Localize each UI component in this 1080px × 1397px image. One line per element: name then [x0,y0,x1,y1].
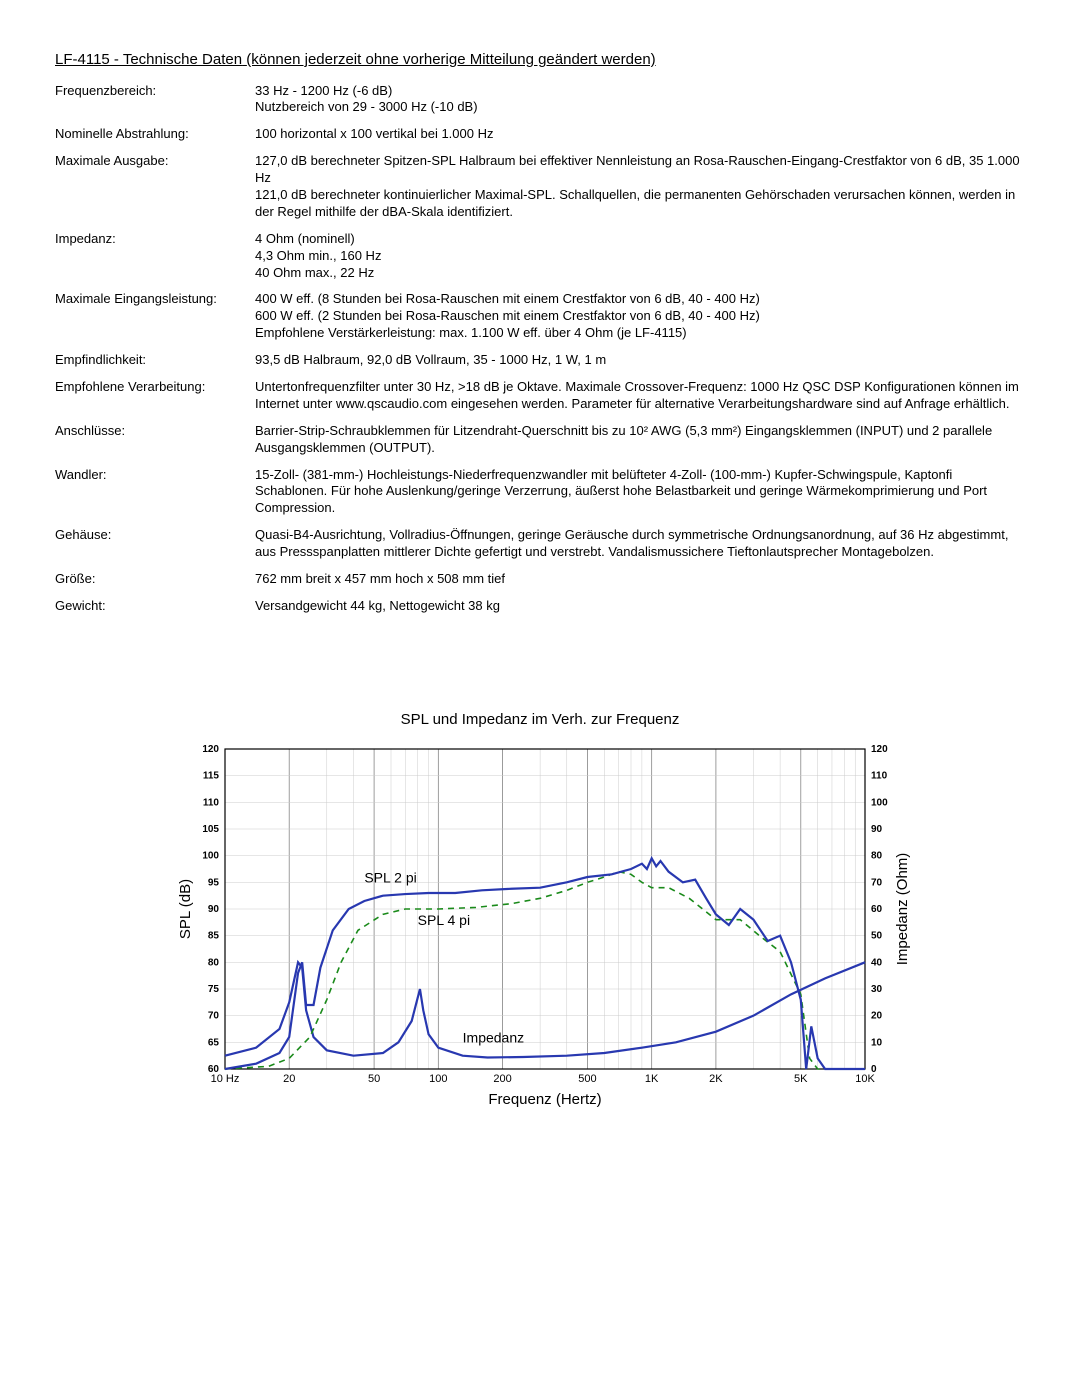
spec-value: 762 mm breit x 457 mm hoch x 508 mm tief [255,566,1025,593]
spec-row: Anschlüsse:Barrier-Strip-Schraubklemmen … [55,418,1025,462]
svg-text:20: 20 [871,1011,883,1022]
spec-row: Empfindlichkeit:93,5 dB Halbraum, 92,0 d… [55,347,1025,374]
svg-text:90: 90 [871,824,883,835]
svg-text:75: 75 [208,984,220,995]
svg-text:200: 200 [493,1073,511,1085]
spec-value: 4 Ohm (nominell) 4,3 Ohm min., 160 Hz 40… [255,226,1025,287]
svg-text:40: 40 [871,958,883,969]
svg-text:20: 20 [283,1073,295,1085]
spec-label: Gehäuse: [55,522,255,566]
spec-row: Nominelle Abstrahlung:100 horizontal x 1… [55,121,1025,148]
svg-text:Impedanz (Ohm): Impedanz (Ohm) [894,853,910,966]
spec-value: 93,5 dB Halbraum, 92,0 dB Vollraum, 35 -… [255,347,1025,374]
svg-text:10: 10 [871,1038,883,1049]
svg-text:110: 110 [871,771,888,782]
spec-row: Größe:762 mm breit x 457 mm hoch x 508 m… [55,566,1025,593]
chart-container: SPL und Impedanz im Verh. zur Frequenz 1… [55,710,1025,1120]
spec-row: Wandler:15-Zoll- (381-mm-) Hochleistungs… [55,462,1025,523]
svg-text:Impedanz: Impedanz [463,1030,524,1046]
svg-text:50: 50 [368,1073,380,1085]
svg-text:80: 80 [208,958,220,969]
svg-text:SPL 2 pi: SPL 2 pi [364,870,416,886]
svg-text:90: 90 [208,904,220,915]
svg-text:95: 95 [208,878,220,889]
spec-label: Anschlüsse: [55,418,255,462]
svg-text:50: 50 [871,931,883,942]
chart-title: SPL und Impedanz im Verh. zur Frequenz [55,710,1025,730]
svg-text:65: 65 [208,1038,220,1049]
spec-label: Impedanz: [55,226,255,287]
svg-text:SPL 4 pi: SPL 4 pi [418,912,470,928]
svg-text:120: 120 [202,744,219,755]
svg-text:100: 100 [871,798,888,809]
svg-text:30: 30 [871,984,883,995]
svg-text:SPL (dB): SPL (dB) [177,879,194,939]
svg-text:5K: 5K [794,1073,808,1085]
spl-impedance-chart: 10 Hz20501002005001K2K5K10K6065707580859… [170,739,910,1119]
spec-label: Gewicht: [55,593,255,620]
svg-text:120: 120 [871,744,888,755]
svg-text:Frequenz (Hertz): Frequenz (Hertz) [488,1091,601,1108]
spec-row: Maximale Eingangsleistung:400 W eff. (8 … [55,286,1025,347]
spec-value: 15-Zoll- (381-mm-) Hochleistungs-Niederf… [255,462,1025,523]
spec-label: Wandler: [55,462,255,523]
svg-text:0: 0 [871,1064,877,1075]
svg-text:85: 85 [208,931,220,942]
spec-row: Impedanz:4 Ohm (nominell) 4,3 Ohm min., … [55,226,1025,287]
spec-label: Maximale Ausgabe: [55,148,255,226]
spec-value: 33 Hz - 1200 Hz (-6 dB) Nutzbereich von … [255,78,1025,122]
svg-text:110: 110 [203,798,220,809]
spec-value: 400 W eff. (8 Stunden bei Rosa-Rauschen … [255,286,1025,347]
svg-text:105: 105 [202,824,219,835]
spec-value: 100 horizontal x 100 vertikal bei 1.000 … [255,121,1025,148]
spec-label: Maximale Eingangsleistung: [55,286,255,347]
title-main: LF-4115 - Technische Daten [55,51,242,68]
spec-value: Quasi-B4-Ausrichtung, Vollradius-Öffnung… [255,522,1025,566]
svg-text:70: 70 [871,878,883,889]
spec-row: Gewicht:Versandgewicht 44 kg, Nettogewic… [55,593,1025,620]
page-title: LF-4115 - Technische Daten (können jeder… [55,50,1025,70]
svg-text:100: 100 [202,851,219,862]
spec-label: Größe: [55,566,255,593]
svg-text:115: 115 [203,771,220,782]
spec-row: Gehäuse:Quasi-B4-Ausrichtung, Vollradius… [55,522,1025,566]
spec-row: Frequenzbereich:33 Hz - 1200 Hz (-6 dB) … [55,78,1025,122]
svg-text:1K: 1K [645,1073,659,1085]
svg-text:80: 80 [871,851,883,862]
spec-label: Frequenzbereich: [55,78,255,122]
svg-text:70: 70 [208,1011,220,1022]
spec-label: Empfindlichkeit: [55,347,255,374]
svg-text:60: 60 [871,904,883,915]
svg-text:100: 100 [429,1073,447,1085]
spec-label: Nominelle Abstrahlung: [55,121,255,148]
svg-text:500: 500 [578,1073,596,1085]
spec-row: Maximale Ausgabe:127,0 dB berechneter Sp… [55,148,1025,226]
spec-value: Untertonfrequenzfilter unter 30 Hz, >18 … [255,374,1025,418]
spec-value: Barrier-Strip-Schraubklemmen für Litzend… [255,418,1025,462]
specs-table: Frequenzbereich:33 Hz - 1200 Hz (-6 dB) … [55,78,1025,620]
svg-text:2K: 2K [709,1073,723,1085]
spec-row: Empfohlene Verarbeitung:Untertonfrequenz… [55,374,1025,418]
spec-value: 127,0 dB berechneter Spitzen-SPL Halbrau… [255,148,1025,226]
title-note: (können jederzeit ohne vorherige Mitteil… [246,51,655,68]
spec-value: Versandgewicht 44 kg, Nettogewicht 38 kg [255,593,1025,620]
spec-label: Empfohlene Verarbeitung: [55,374,255,418]
svg-text:60: 60 [208,1064,220,1075]
